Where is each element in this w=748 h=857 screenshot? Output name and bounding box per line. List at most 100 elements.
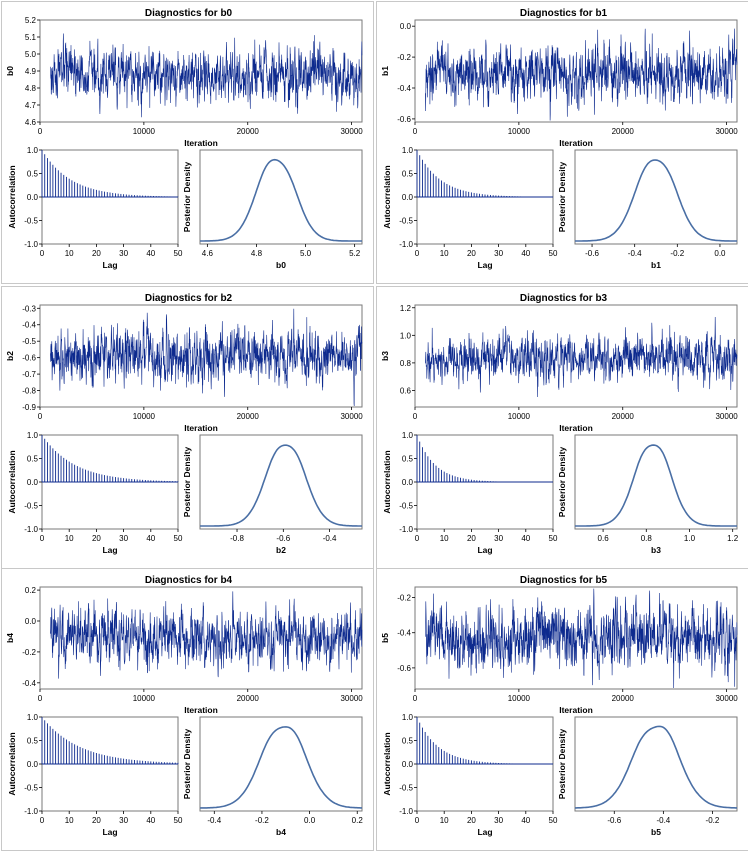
diagnostics-panel-b5: Diagnostics for b5 0 10000 20000 30000 -0.6 -0… <box>376 568 748 851</box>
acf-y-tick-label: -1.0 <box>399 240 413 249</box>
trace-y-tick-label: -0.9 <box>22 403 36 412</box>
density-frame <box>199 149 363 245</box>
trace-x-tick-label: 10000 <box>133 412 156 421</box>
acf-x-tick-label: 10 <box>65 816 74 825</box>
density-x-tick-label: -0.2 <box>255 816 269 825</box>
acf-x-tick-label: 20 <box>92 816 101 825</box>
acf-y-tick-label: 0.5 <box>27 737 39 746</box>
density-x-tick-label: 1.0 <box>684 534 696 543</box>
density-x-tick-label: 4.6 <box>202 249 214 258</box>
acf-x-axis-label: Lag <box>477 260 492 270</box>
panel-title: Diagnostics for b1 <box>520 8 608 19</box>
density-curve <box>199 726 362 809</box>
acf-y-tick-label: 0.0 <box>402 193 414 202</box>
acf-x-tick-label: 50 <box>174 534 183 543</box>
trace-series-line <box>425 28 738 121</box>
trace-y-tick-label: -0.4 <box>22 321 36 330</box>
autocorrelation-plot: 0 10 20 30 40 50 -1.0 -0.5 0.0 0.5 1.0 Lag Autocorre… <box>382 431 558 555</box>
acf-y-tick-label: 0.5 <box>27 455 39 464</box>
acf-y-axis-label: Autocorrelation <box>7 450 17 513</box>
trace-y-tick-label: 1.2 <box>400 304 412 313</box>
autocorrelation-plot: 0 10 20 30 40 50 -1.0 -0.5 0.0 0.5 1.0 Lag Autocorre… <box>7 146 183 270</box>
acf-x-axis-label: Lag <box>477 827 492 837</box>
trace-x-tick-label: 30000 <box>340 127 363 136</box>
acf-x-tick-label: 40 <box>146 249 155 258</box>
diagnostics-panel-b4: Diagnostics for b4 0 10000 20000 30000 -0.4 -0… <box>1 568 374 851</box>
acf-y-tick-label: -1.0 <box>24 525 38 534</box>
density-x-tick-label: -0.2 <box>706 816 720 825</box>
acf-x-tick-label: 20 <box>92 534 101 543</box>
acf-y-tick-label: -0.5 <box>399 502 413 511</box>
trace-x-tick-label: 0 <box>38 412 43 421</box>
density-x-tick-label: -0.6 <box>276 534 290 543</box>
trace-y-tick-label: -0.4 <box>397 629 411 638</box>
density-frame <box>199 716 363 812</box>
acf-y-tick-label: -1.0 <box>399 525 413 534</box>
trace-x-tick-label: 20000 <box>612 127 635 136</box>
trace-y-tick-label: 5.2 <box>25 16 37 25</box>
trace-y-axis-label: b4 <box>5 633 15 643</box>
acf-x-tick-label: 10 <box>65 249 74 258</box>
acf-x-tick-label: 50 <box>174 816 183 825</box>
trace-frame <box>414 19 738 123</box>
trace-y-tick-label: -0.7 <box>22 370 36 379</box>
acf-x-tick-label: 40 <box>521 249 530 258</box>
trace-y-tick-label: -0.8 <box>22 387 36 396</box>
diagnostics-panel-b1: Diagnostics for b1 0 10000 20000 30000 -0.6 -0… <box>376 1 748 284</box>
trace-frame <box>39 304 363 408</box>
trace-x-tick-label: 20000 <box>612 412 635 421</box>
trace-series-line <box>425 316 738 398</box>
acf-x-tick-label: 30 <box>119 816 128 825</box>
density-x-tick-label: 5.2 <box>349 249 361 258</box>
trace-y-tick-label: -0.3 <box>22 304 36 313</box>
acf-y-tick-label: 0.5 <box>402 455 414 464</box>
acf-x-tick-label: 20 <box>467 249 476 258</box>
trace-y-tick-label: -0.2 <box>397 594 411 603</box>
density-x-axis-label: b1 <box>651 260 661 270</box>
panel-svg-b3: Diagnostics for b3 0 10000 20000 30000 0.6 0.8… <box>380 293 739 555</box>
panel-title: Diagnostics for b2 <box>145 293 233 304</box>
trace-x-tick-label: 10000 <box>133 127 156 136</box>
acf-y-axis-label: Autocorrelation <box>7 732 17 795</box>
density-x-tick-label: 0.2 <box>352 816 364 825</box>
trace-x-tick-label: 30000 <box>340 694 363 703</box>
trace-y-tick-label: 4.6 <box>25 118 37 127</box>
acf-x-tick-label: 10 <box>440 534 449 543</box>
acf-y-tick-label: 0.0 <box>402 760 414 769</box>
acf-x-tick-label: 50 <box>549 816 558 825</box>
acf-y-tick-label: 1.0 <box>402 431 414 440</box>
trace-x-tick-label: 0 <box>413 127 418 136</box>
acf-y-tick-label: 0.0 <box>402 478 414 487</box>
density-x-tick-label: -0.8 <box>230 534 244 543</box>
density-x-tick-label: 4.8 <box>251 249 263 258</box>
trace-x-axis-label: Iteration <box>559 705 593 715</box>
acf-x-tick-label: 30 <box>119 534 128 543</box>
acf-x-tick-label: 30 <box>494 249 503 258</box>
trace-series-line <box>50 591 363 679</box>
density-curve <box>575 725 737 809</box>
panel-title: Diagnostics for b5 <box>520 575 608 586</box>
density-y-axis-label: Posterior Density <box>182 729 192 800</box>
posterior-density-plot: -0.4 -0.2 0.0 0.2 b4 Posterior Density <box>182 716 364 837</box>
density-frame <box>574 149 738 245</box>
panel-svg-b0: Diagnostics for b0 0 10000 20000 30000 4.6 4.7… <box>5 8 363 270</box>
trace-y-tick-label: -0.5 <box>22 337 36 346</box>
density-y-axis-label: Posterior Density <box>557 162 567 233</box>
trace-x-tick-label: 30000 <box>715 127 738 136</box>
trace-y-tick-label: -0.2 <box>22 648 36 657</box>
posterior-density-plot: 4.6 4.8 5.0 5.2 b0 Posterior Density <box>182 149 363 270</box>
panel-title: Diagnostics for b0 <box>145 8 233 19</box>
autocorrelation-plot: 0 10 20 30 40 50 -1.0 -0.5 0.0 0.5 1.0 Lag Autocorre… <box>382 146 558 270</box>
trace-y-tick-label: 5.1 <box>25 33 37 42</box>
acf-x-tick-label: 40 <box>521 816 530 825</box>
trace-x-axis-label: Iteration <box>184 138 218 148</box>
trace-y-axis-label: b1 <box>380 66 390 76</box>
acf-x-axis-label: Lag <box>102 545 117 555</box>
trace-x-tick-label: 20000 <box>237 694 260 703</box>
density-x-tick-label: 5.0 <box>300 249 312 258</box>
acf-x-tick-label: 10 <box>440 816 449 825</box>
acf-y-tick-label: -0.5 <box>24 217 38 226</box>
acf-y-axis-label: Autocorrelation <box>382 732 392 795</box>
posterior-density-plot: -0.8 -0.6 -0.4 b2 Posterior Density <box>182 434 363 555</box>
acf-y-tick-label: 1.0 <box>402 713 414 722</box>
